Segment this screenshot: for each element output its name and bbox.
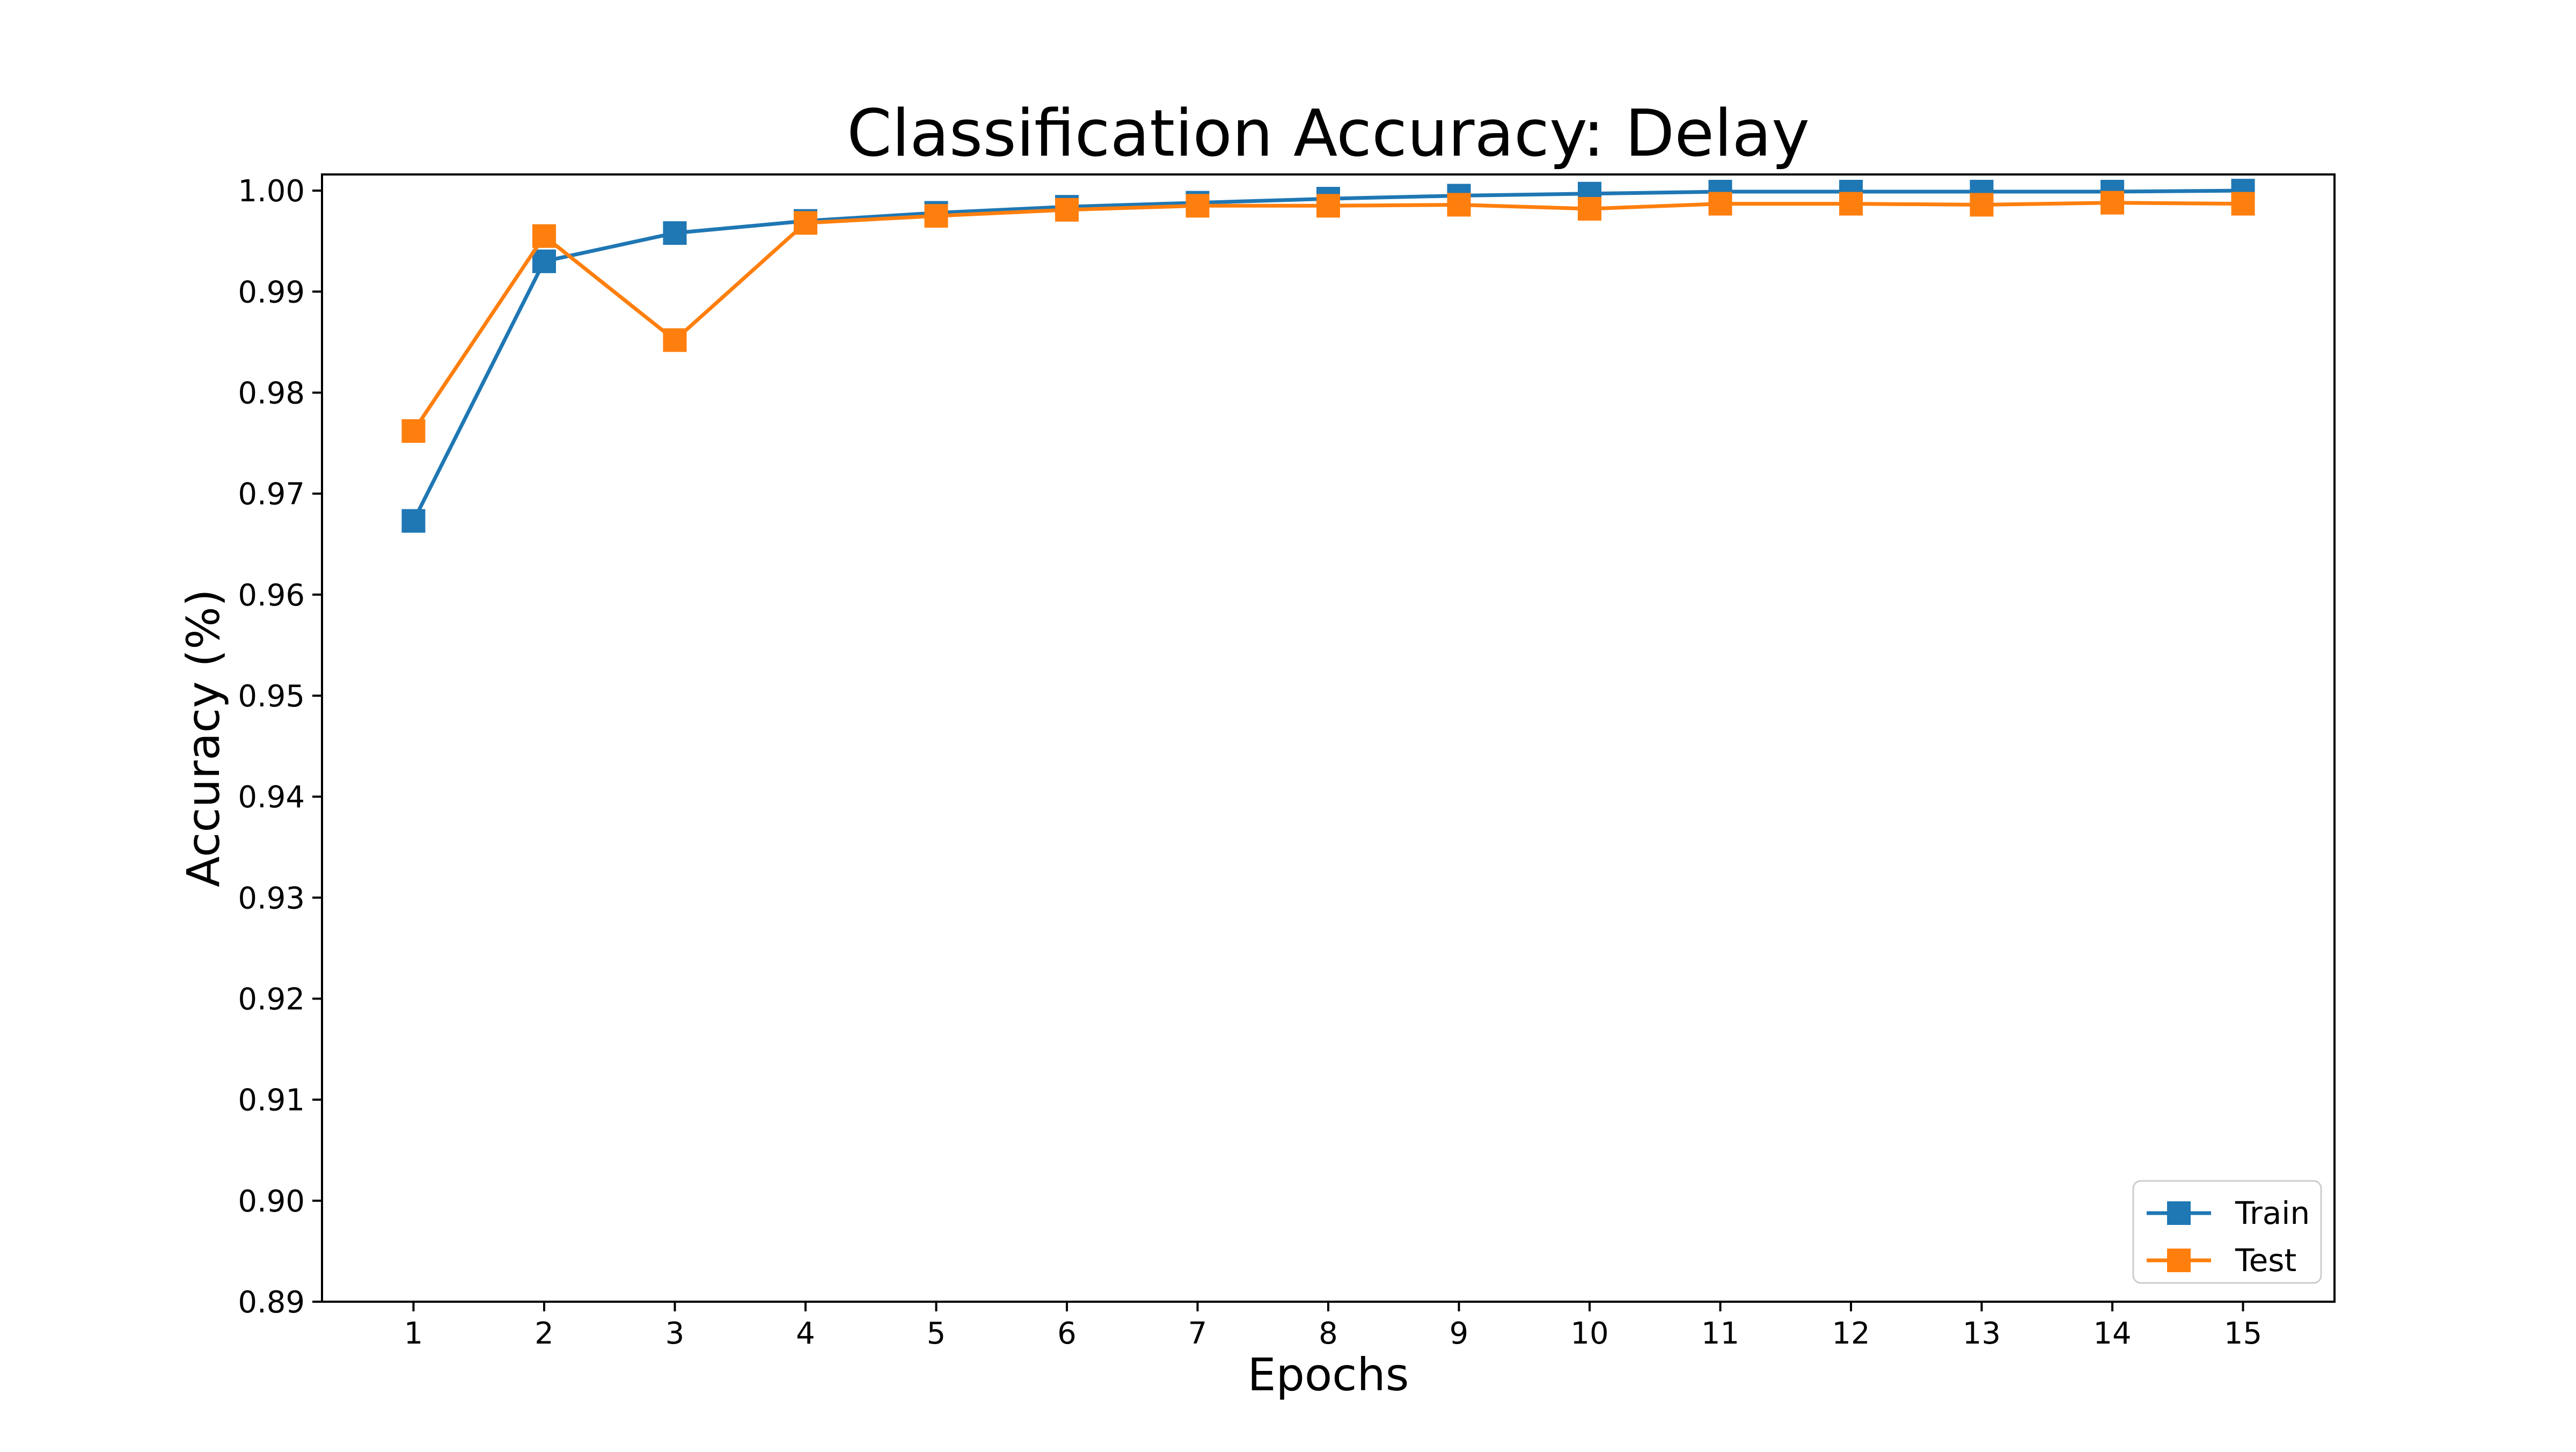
data-point-test (532, 224, 556, 248)
legend-label-test: Test (2235, 1242, 2296, 1279)
data-point-test (1316, 194, 1340, 218)
legend-items: Train Test (2147, 1195, 2310, 1279)
data-point-test (2231, 192, 2255, 216)
y-tick-label: 1.00 (238, 174, 305, 209)
y-tick-label: 0.95 (238, 679, 305, 714)
x-axis: 1 2 3 4 5 6 7 8 9 10 11 12 13 14 15 (404, 1302, 2262, 1351)
legend-marker-test (2167, 1249, 2191, 1272)
x-tick-label: 1 (404, 1316, 423, 1351)
y-tick-label: 0.90 (238, 1184, 305, 1219)
x-tick-label: 3 (665, 1316, 685, 1351)
data-point-test (663, 328, 687, 352)
y-tick-label: 0.98 (238, 376, 305, 411)
x-tick-label: 7 (1188, 1316, 1208, 1351)
legend-marker-train (2167, 1201, 2191, 1225)
y-tick-label: 0.93 (238, 881, 305, 916)
x-tick-label: 4 (796, 1316, 815, 1351)
data-point-test (1970, 193, 1994, 217)
x-tick-label: 6 (1057, 1316, 1077, 1351)
y-tick-label: 0.91 (238, 1083, 305, 1118)
data-point-test (1578, 196, 1602, 221)
y-tick-label: 0.96 (238, 578, 305, 613)
x-tick-label: 12 (1832, 1316, 1870, 1351)
chart-title: Classification Accuracy: Delay (847, 97, 1810, 171)
x-tick-label: 13 (1963, 1316, 2001, 1351)
legend-label-train: Train (2235, 1195, 2310, 1231)
data-point-test (1185, 194, 1210, 218)
series-layer (401, 179, 2255, 533)
data-point-test (1055, 198, 1079, 222)
data-point-train (401, 509, 426, 533)
x-tick-label: 5 (927, 1316, 946, 1351)
data-point-test (1839, 192, 1863, 216)
data-point-test (924, 204, 948, 228)
x-tick-label: 2 (535, 1316, 554, 1351)
data-point-train (532, 249, 556, 273)
x-tick-label: 9 (1450, 1316, 1469, 1351)
legend: Train Test (2132, 1180, 2322, 1284)
data-point-test (793, 211, 817, 235)
y-tick-label: 0.92 (238, 982, 305, 1017)
x-tick-label: 14 (2093, 1316, 2131, 1351)
y-axis: 0.89 0.90 0.91 0.92 0.93 0.94 0.95 0.96 0.97 0.98… (238, 174, 322, 1320)
y-tick-label: 0.97 (238, 477, 305, 512)
data-point-test (1447, 193, 1471, 217)
y-axis-label: Accuracy (%) (177, 589, 230, 887)
x-tick-label: 11 (1701, 1316, 1739, 1351)
x-axis-label: Epochs (1248, 1348, 1409, 1401)
y-tick-label: 0.99 (238, 275, 305, 310)
data-point-test (401, 419, 426, 443)
y-tick-label: 0.94 (238, 780, 305, 815)
data-point-test (1708, 192, 1732, 216)
x-tick-label: 15 (2224, 1316, 2262, 1351)
data-point-train (663, 221, 687, 245)
x-tick-label: 8 (1319, 1316, 1338, 1351)
y-tick-label: 0.89 (238, 1285, 305, 1320)
data-point-test (2101, 191, 2125, 215)
x-tick-label: 10 (1570, 1316, 1608, 1351)
